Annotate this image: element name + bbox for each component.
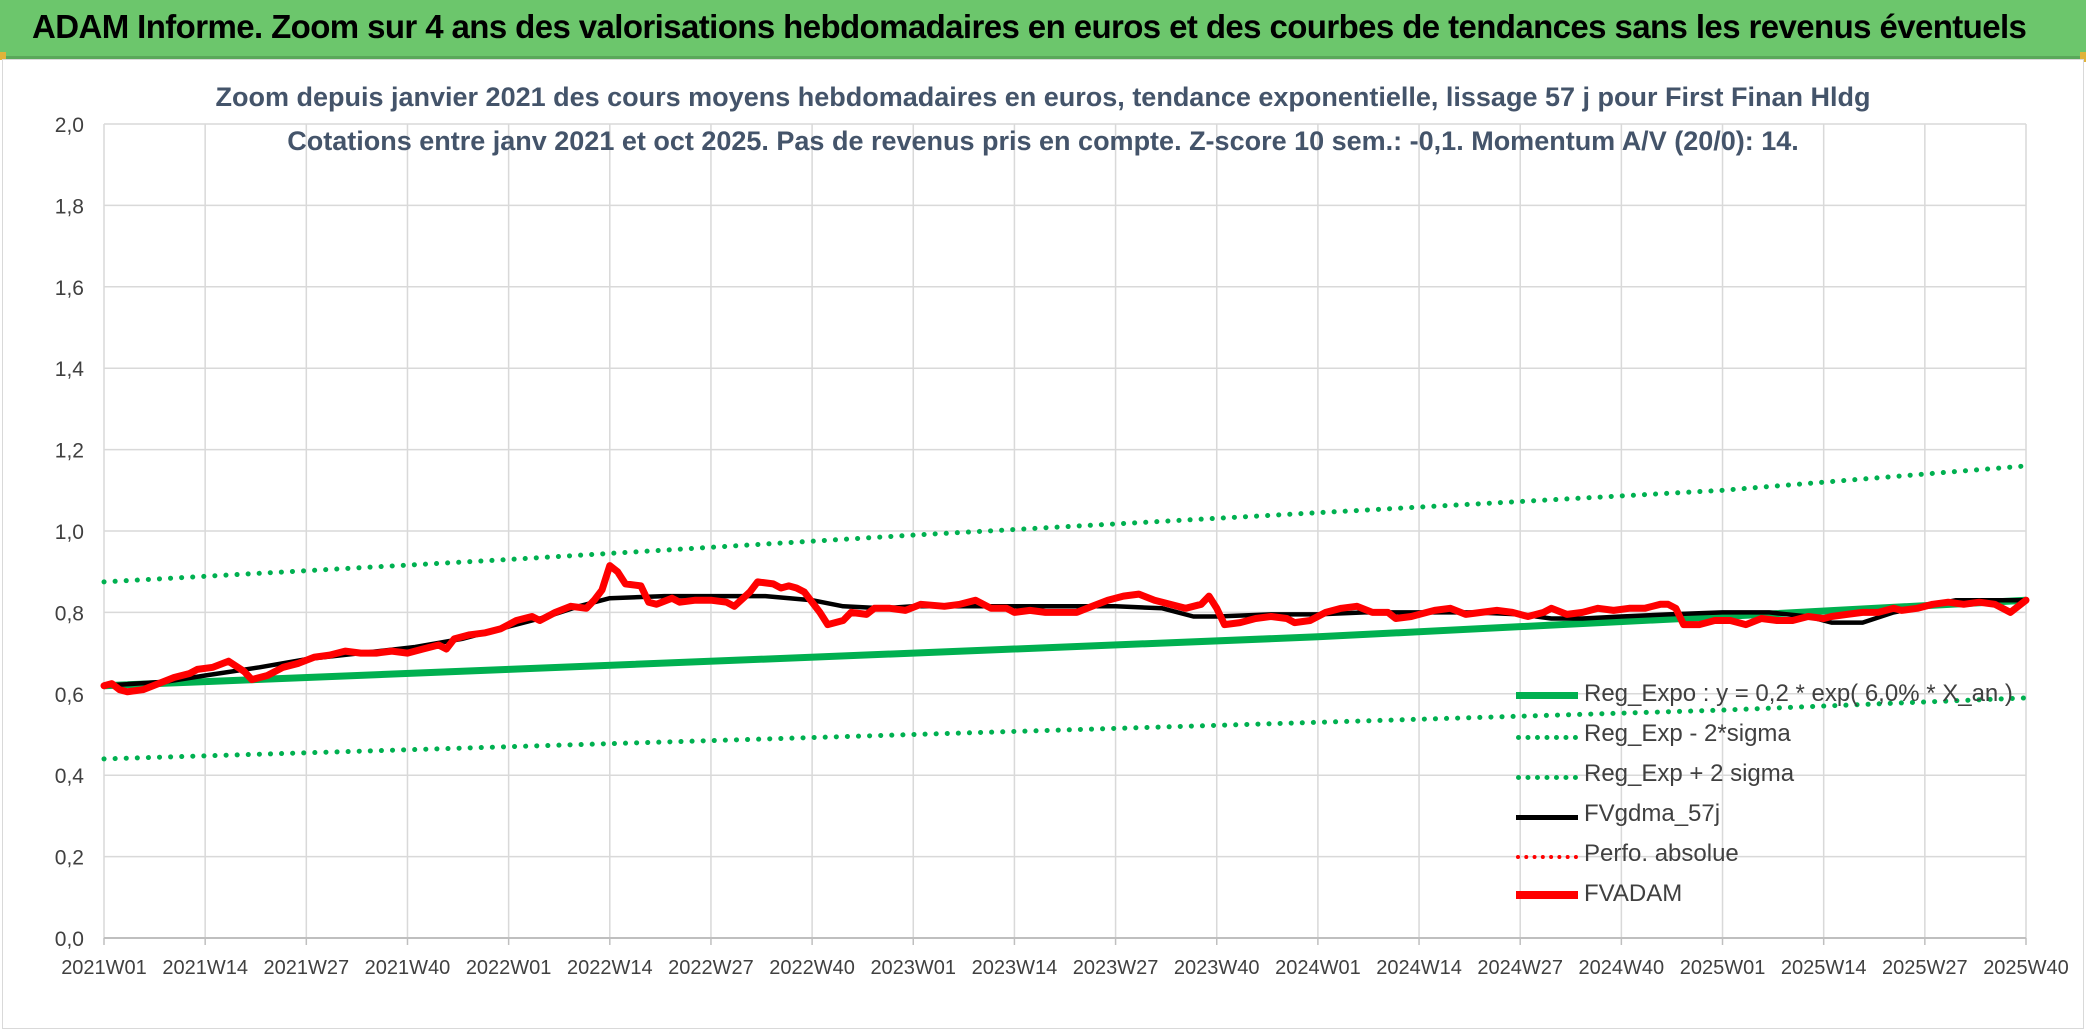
y-tick-label: 0,8 (55, 602, 84, 625)
x-tick-label: 2025W14 (1781, 957, 1867, 979)
x-tick-label: 2024W01 (1275, 957, 1361, 979)
x-tick-label: 2022W14 (567, 957, 653, 979)
banner-corner-left (0, 52, 6, 60)
legend-swatch-solid-red (1516, 891, 1578, 899)
legend-swatch-dotted-red (1516, 855, 1578, 859)
y-tick-label: 0,6 (55, 684, 84, 707)
x-tick-label: 2023W01 (870, 957, 956, 979)
x-tick-label: 2024W40 (1579, 957, 1665, 979)
series-layer (100, 463, 2030, 762)
chart-frame (2, 59, 2084, 1029)
legend-item-reg-exp-plus: Reg_Exp + 2 sigma (1516, 756, 2036, 796)
x-tick-label: 2024W14 (1376, 957, 1462, 979)
legend-item-reg-exp-minus: Reg_Exp - 2*sigma (1516, 716, 2036, 756)
legend-swatch-solid-green (1516, 692, 1578, 699)
series-line-reg-exp-2-sigma (101, 695, 2029, 762)
legend-swatch-dotted-green (1516, 735, 1578, 740)
y-tick-label: 1,4 (55, 358, 85, 381)
x-tick-label: 2023W14 (972, 957, 1058, 979)
legend-label: FVADAM (1584, 880, 1683, 907)
series-line-fvadam (100, 562, 2030, 696)
chart-title: Zoom depuis janvier 2021 des cours moyen… (215, 82, 1871, 112)
legend-label: Reg_Exp + 2 sigma (1584, 760, 1795, 787)
legend-label: Reg_Expo : y = 0,2 * exp( 6,0% * X_an ) (1584, 680, 2013, 707)
grid-layer (103, 123, 2027, 939)
y-tick-label: 0,2 (55, 847, 84, 870)
legend-label: Perfo. absolue (1584, 840, 1739, 867)
banner-corner-right (2080, 52, 2086, 62)
x-tick-label: 2021W01 (61, 957, 147, 979)
x-tick-label: 2021W40 (365, 957, 451, 979)
x-tick-label: 2021W14 (162, 957, 248, 979)
x-tick-label: 2025W27 (1882, 957, 1968, 979)
legend-item-fvgdma: FVgdma_57j (1516, 796, 2036, 836)
x-tick-label: 2022W40 (769, 957, 855, 979)
x-tick-label: 2022W01 (466, 957, 552, 979)
legend-item-reg-expo: Reg_Expo : y = 0,2 * exp( 6,0% * X_an ) (1516, 676, 2036, 716)
legend-item-fvadam: FVADAM (1516, 876, 2036, 916)
x-tick-label: 2021W27 (264, 957, 350, 979)
x-tick-label: 2023W40 (1174, 957, 1260, 979)
x-tick-label: 2022W27 (668, 957, 754, 979)
y-tick-label: 1,0 (55, 521, 84, 544)
legend-item-perfo-absolue: Perfo. absolue (1516, 836, 2036, 876)
legend-swatch-dotted-green (1516, 775, 1578, 780)
y-tick-label: 1,6 (55, 277, 84, 300)
x-tick-label: 2023W27 (1073, 957, 1159, 979)
y-tick-label: 0,4 (55, 765, 85, 788)
legend-label: FVgdma_57j (1584, 800, 1721, 827)
y-tick-label: 2,0 (55, 114, 84, 137)
x-tick-label: 2025W40 (1983, 957, 2069, 979)
report-title: ADAM Informe. Zoom sur 4 ans des valoris… (32, 8, 2027, 45)
report-banner: ADAM Informe. Zoom sur 4 ans des valoris… (0, 0, 2086, 59)
legend-label: Reg_Exp - 2*sigma (1584, 720, 1791, 747)
legend-swatch-solid-black (1516, 815, 1578, 820)
axis-layer: 0,0 0,2 0,4 0,6 0,8 1,0 1,2 1,4 1,6 1,8 2,0 2021W01… (55, 114, 2069, 979)
chart-subtitle: Cotations entre janv 2021 et oct 2025. P… (287, 126, 1799, 156)
y-tick-label: 1,8 (55, 195, 84, 218)
series-line-reg-exp-2-sigma (101, 463, 2029, 585)
y-tick-label: 0,0 (55, 928, 84, 951)
x-tick-label: 2025W01 (1680, 957, 1766, 979)
y-tick-label: 1,2 (55, 440, 84, 463)
x-tick-label: 2024W27 (1477, 957, 1563, 979)
